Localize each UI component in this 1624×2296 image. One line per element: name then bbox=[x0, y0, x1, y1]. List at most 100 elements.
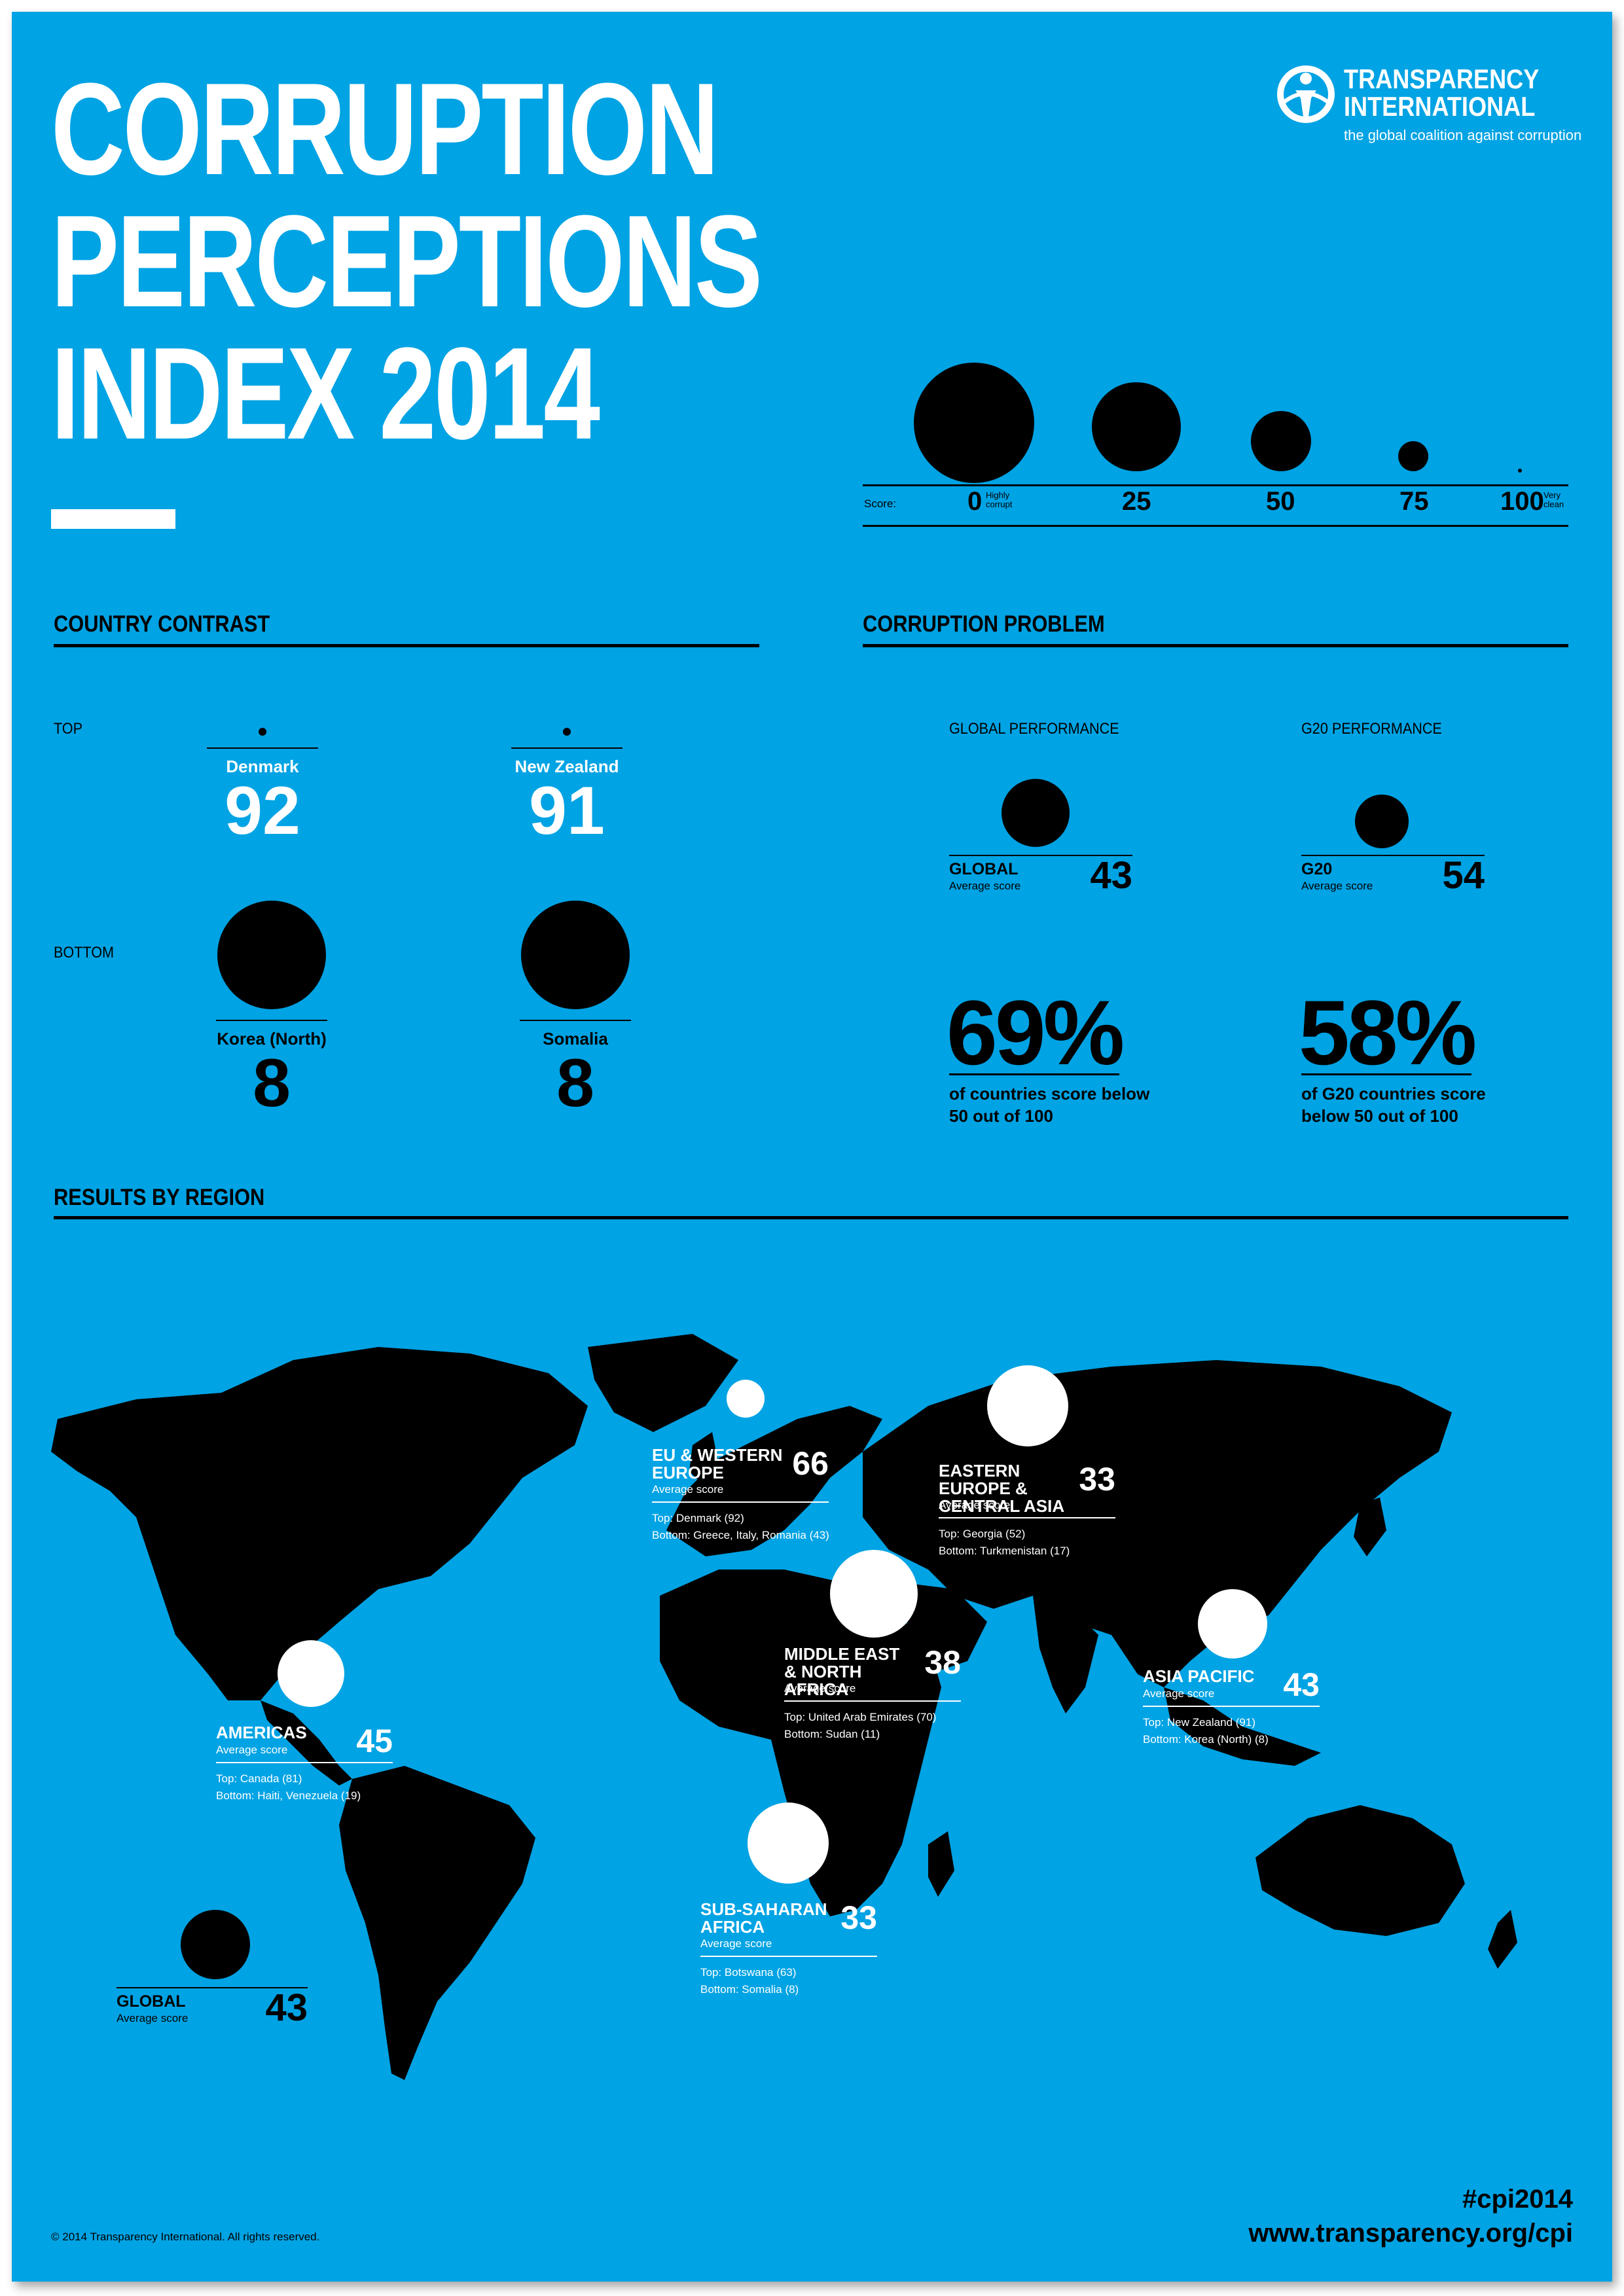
region-top: Top: United Arab Emirates (70) bbox=[784, 1711, 937, 1723]
region-rule bbox=[784, 1700, 961, 1702]
region-bottom: Bottom: Haiti, Venezuela (19) bbox=[216, 1789, 361, 1802]
scale-tick-25: 25 bbox=[1122, 487, 1151, 516]
scale-note-low-1: Highly bbox=[986, 490, 1010, 500]
website-link[interactable]: www.transparency.org/cpi bbox=[1248, 2219, 1573, 2248]
country-somalia: Somalia 8 bbox=[510, 1020, 641, 1121]
region-name: ASIA PACIFIC bbox=[1143, 1666, 1255, 1686]
global-performance-head: GLOBAL PERFORMANCE bbox=[949, 720, 1119, 738]
region-bottom: Bottom: Greece, Italy, Romania (43) bbox=[652, 1529, 829, 1541]
hashtag[interactable]: #cpi2014 bbox=[1462, 2185, 1573, 2214]
region-top: Top: Denmark (92) bbox=[652, 1512, 744, 1524]
country-contrast-title: COUNTRY CONTRAST bbox=[54, 611, 270, 637]
global-sub: Average score bbox=[949, 880, 1021, 892]
region-name: EU & WESTERN EUROPE bbox=[652, 1445, 783, 1482]
country-name: Denmark bbox=[226, 757, 299, 776]
arabia-shape bbox=[902, 1583, 987, 1674]
g20-percent: 58% bbox=[1299, 981, 1477, 1084]
country-score: 8 bbox=[253, 1045, 291, 1121]
country-new-zealand: New Zealand 91 bbox=[501, 747, 632, 845]
global-label: GLOBAL bbox=[949, 860, 1019, 878]
region-rule bbox=[700, 1956, 877, 1957]
scale-tick-100: 100 bbox=[1500, 487, 1544, 516]
region-name: SUB-SAHARAN AFRICA bbox=[700, 1899, 827, 1937]
japan-shape bbox=[1354, 1498, 1386, 1556]
middle-east-north-africa-circle bbox=[830, 1550, 918, 1638]
region-score: 38 bbox=[924, 1644, 961, 1681]
new-zealand-shape bbox=[1488, 1910, 1517, 1969]
region-score: 33 bbox=[840, 1899, 877, 1936]
g20-label: G20 bbox=[1301, 860, 1333, 878]
global-score: 43 bbox=[1090, 854, 1132, 897]
sub-saharan-africa-circle bbox=[748, 1803, 829, 1884]
region-asia-pacific: ASIA PACIFIC Average score 43 Top: New Z… bbox=[1143, 1668, 1320, 1779]
region-sub: Average score bbox=[784, 1682, 856, 1695]
somalia-circle bbox=[521, 901, 630, 1009]
country-korea-north: Korea (North) 8 bbox=[206, 1020, 337, 1121]
g20-circle bbox=[1355, 795, 1409, 848]
scale-tick-75: 75 bbox=[1399, 487, 1429, 516]
map-global-average-box: GLOBAL Average score 43 bbox=[117, 1987, 308, 2034]
region-score: 66 bbox=[792, 1445, 829, 1482]
region-top: Top: Botswana (63) bbox=[700, 1966, 797, 1979]
scale-tick-50: 50 bbox=[1266, 487, 1295, 516]
top-label: TOP bbox=[54, 720, 83, 738]
region-sub: Average score bbox=[939, 1499, 1011, 1511]
g20-percent-rule bbox=[1301, 1073, 1471, 1075]
country-score: 8 bbox=[556, 1045, 594, 1121]
transparency-international-logo[interactable]: TRANSPARENCY INTERNATIONAL the global co… bbox=[1276, 59, 1581, 157]
region-middle-east-north-africa: MIDDLE EAST & NORTH AFRICA Average score… bbox=[784, 1645, 961, 1757]
central-america-shape bbox=[261, 1700, 352, 1785]
poster: CORRUPTION PERCEPTIONS INDEX 2014 TRANSP… bbox=[12, 12, 1612, 2282]
scale-circle-100 bbox=[1518, 469, 1522, 473]
new-zealand-circle bbox=[563, 728, 571, 736]
region-sub: Average score bbox=[652, 1483, 724, 1496]
southeast-asia-shape bbox=[1164, 1687, 1321, 1766]
region-rule bbox=[939, 1517, 1115, 1518]
results-rule bbox=[54, 1216, 1568, 1219]
uk-shape bbox=[689, 1432, 719, 1484]
country-name: New Zealand bbox=[514, 757, 619, 776]
americas-circle bbox=[278, 1640, 344, 1707]
map-global-sub: Average score bbox=[117, 2012, 189, 2024]
scale-circle-25 bbox=[1092, 382, 1181, 471]
ti-logo-icon bbox=[1277, 65, 1335, 123]
india-shape bbox=[1033, 1596, 1098, 1713]
map-global-score: 43 bbox=[265, 1986, 308, 2029]
title-line-3: INDEX 2014 bbox=[51, 321, 600, 467]
region-rule bbox=[652, 1501, 829, 1503]
region-americas: AMERICAS Average score 45 Top: Canada (8… bbox=[216, 1724, 393, 1835]
scale-circle-0 bbox=[914, 363, 1034, 483]
south-america-shape bbox=[339, 1766, 535, 2080]
denmark-circle bbox=[259, 728, 266, 736]
country-name: Korea (North) bbox=[217, 1029, 327, 1049]
region-top: Top: New Zealand (91) bbox=[1143, 1716, 1255, 1729]
scale-top-rule bbox=[863, 484, 1568, 486]
map-global-label: GLOBAL bbox=[117, 1992, 186, 2011]
eu-western-europe-circle bbox=[727, 1380, 765, 1418]
g20-performance-head: G20 PERFORMANCE bbox=[1301, 720, 1442, 738]
g20-average-box: G20 Average score 54 bbox=[1301, 855, 1485, 902]
scale-label: Score: bbox=[864, 497, 897, 510]
region-score: 43 bbox=[1283, 1666, 1320, 1703]
region-bottom: Bottom: Sudan (11) bbox=[784, 1728, 880, 1740]
region-name: EASTERN EUROPE & CENTRAL ASIA bbox=[939, 1461, 1065, 1516]
scale-note-high-1: Very bbox=[1543, 490, 1561, 500]
region-rule bbox=[216, 1762, 393, 1763]
region-rule bbox=[1143, 1706, 1320, 1707]
country-score: 92 bbox=[225, 773, 300, 849]
region-sub: Average score bbox=[216, 1744, 288, 1756]
australia-shape bbox=[1255, 1805, 1465, 1936]
north-america-shape bbox=[51, 1347, 588, 1700]
eastern-europe-central-asia-circle bbox=[987, 1365, 1068, 1446]
global-circle bbox=[1001, 779, 1070, 847]
greenland-shape bbox=[588, 1334, 738, 1432]
global-percent: 69% bbox=[947, 981, 1125, 1084]
global-percent-rule bbox=[949, 1073, 1119, 1075]
region-eastern-europe-central-asia: EASTERN EUROPE & CENTRAL ASIA Average sc… bbox=[939, 1462, 1115, 1573]
global-map-circle bbox=[181, 1910, 250, 1979]
africa-shape bbox=[660, 1570, 941, 1916]
scale-tick-0: 0 bbox=[967, 487, 983, 516]
g20-percent-text: of G20 countries score below 50 out of 1… bbox=[1301, 1084, 1486, 1126]
madagascar-shape bbox=[928, 1831, 954, 1897]
corruption-problem-title: CORRUPTION PROBLEM bbox=[863, 611, 1105, 637]
